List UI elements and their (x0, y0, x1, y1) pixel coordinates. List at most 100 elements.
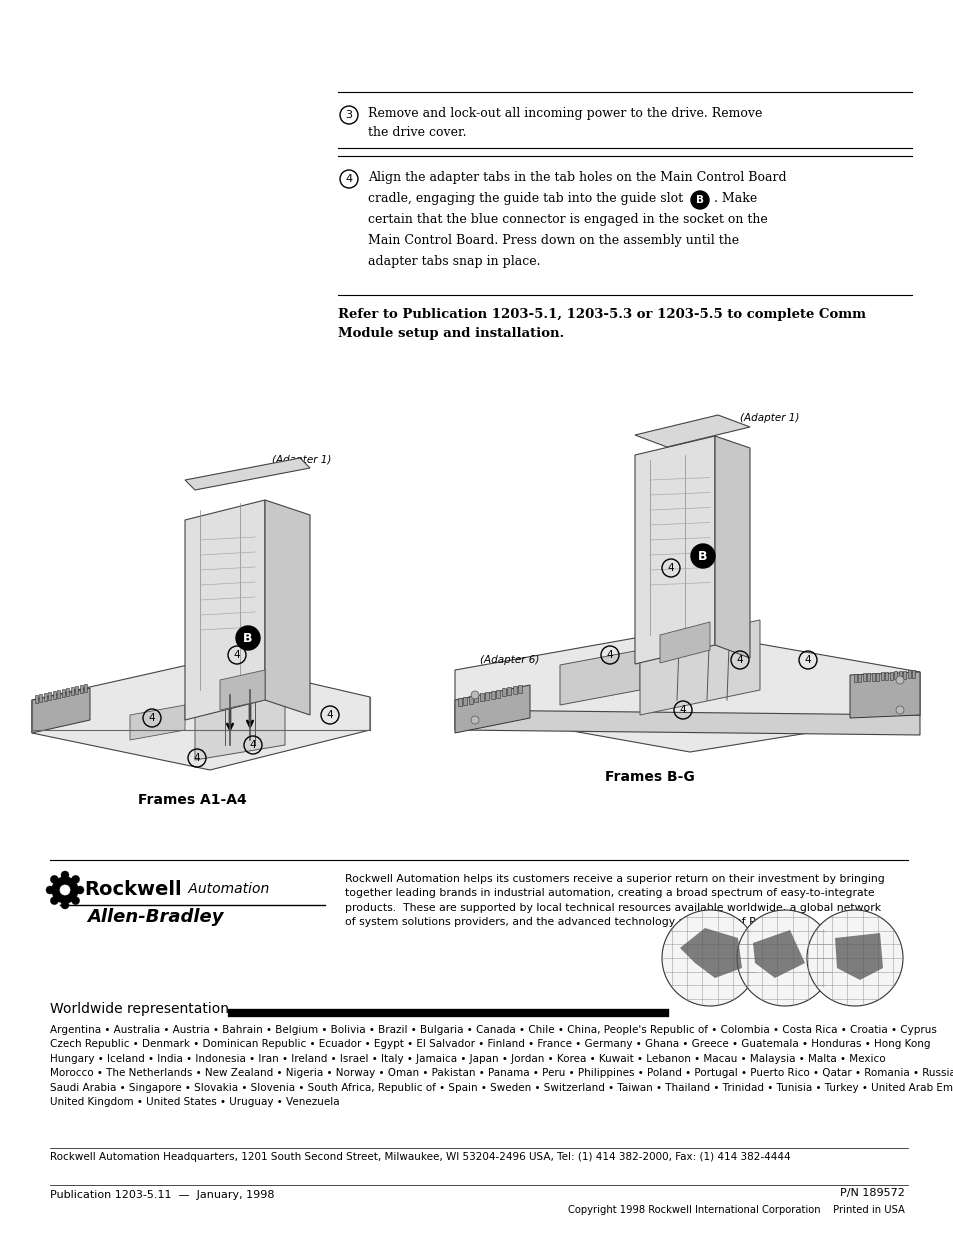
Bar (44, 693, 47, 701)
Text: Frames B-G: Frames B-G (604, 769, 694, 784)
Text: B: B (243, 631, 253, 645)
Bar (35, 695, 38, 703)
Circle shape (71, 876, 79, 883)
Bar (71, 687, 74, 695)
Text: Publication 1203-5.11  —  January, 1998: Publication 1203-5.11 — January, 1998 (50, 1191, 274, 1200)
Polygon shape (265, 500, 310, 715)
Bar (67, 688, 70, 697)
Circle shape (61, 902, 69, 909)
Text: B: B (698, 550, 707, 562)
Polygon shape (455, 710, 919, 735)
Circle shape (806, 910, 902, 1007)
Polygon shape (220, 671, 265, 710)
Circle shape (51, 897, 58, 904)
Text: B: B (696, 195, 703, 205)
Text: certain that the blue connector is engaged in the socket on the: certain that the blue connector is engag… (368, 212, 767, 226)
Circle shape (52, 877, 78, 903)
Text: 4: 4 (736, 655, 742, 664)
Bar (902, 671, 905, 679)
Polygon shape (659, 622, 709, 663)
Circle shape (471, 692, 478, 699)
Circle shape (690, 543, 714, 568)
Text: 4: 4 (803, 655, 810, 664)
Bar (507, 687, 511, 695)
Polygon shape (635, 436, 714, 664)
Circle shape (690, 191, 708, 209)
Text: 3: 3 (345, 110, 352, 120)
Bar (57, 690, 60, 698)
Text: 4: 4 (193, 753, 200, 763)
Bar (479, 693, 483, 701)
Bar (889, 672, 892, 679)
Circle shape (60, 885, 70, 895)
Bar (491, 690, 495, 699)
Text: Remove and lock-out all incoming power to the drive. Remove
the drive cover.: Remove and lock-out all incoming power t… (368, 107, 761, 140)
Polygon shape (32, 659, 370, 769)
Text: 4: 4 (149, 713, 155, 722)
Polygon shape (849, 672, 919, 718)
Text: Worldwide representation.: Worldwide representation. (50, 1002, 233, 1016)
Text: 4: 4 (679, 705, 685, 715)
Polygon shape (185, 500, 265, 720)
Circle shape (737, 910, 832, 1007)
Text: 4: 4 (345, 174, 353, 184)
Text: Frames A1-A4: Frames A1-A4 (137, 793, 246, 806)
Text: Align the adapter tabs in the tab holes on the Main Control Board: Align the adapter tabs in the tab holes … (368, 170, 786, 184)
Bar (907, 671, 910, 678)
Circle shape (51, 876, 58, 883)
Polygon shape (679, 927, 741, 978)
Polygon shape (714, 436, 749, 658)
Bar (866, 673, 869, 680)
Bar (501, 688, 505, 697)
Text: Main Control Board. Press down on the assembly until the: Main Control Board. Press down on the as… (368, 233, 739, 247)
Text: 4: 4 (606, 650, 613, 659)
Polygon shape (130, 705, 185, 740)
Bar (474, 694, 478, 703)
Text: Allen-Bradley: Allen-Bradley (87, 908, 223, 926)
Bar (469, 695, 473, 704)
Text: 4: 4 (233, 650, 240, 659)
Text: . Make: . Make (713, 191, 757, 205)
Text: 4: 4 (326, 710, 333, 720)
Polygon shape (455, 630, 919, 752)
Bar (880, 672, 883, 680)
Circle shape (661, 910, 758, 1007)
Bar (898, 671, 901, 679)
Text: 4: 4 (250, 740, 256, 750)
Bar (85, 684, 88, 692)
Bar (463, 697, 467, 705)
Polygon shape (194, 690, 285, 760)
Bar (853, 674, 856, 682)
Bar (862, 673, 865, 682)
Bar (39, 694, 43, 701)
Bar (858, 674, 861, 682)
Bar (53, 692, 56, 699)
Text: P/N 189572: P/N 189572 (840, 1188, 904, 1198)
Bar (894, 672, 897, 679)
Polygon shape (185, 458, 310, 490)
Text: 4: 4 (667, 563, 674, 573)
Bar (911, 671, 915, 678)
Text: adapter tabs snap in place.: adapter tabs snap in place. (368, 254, 540, 268)
Bar (876, 673, 879, 680)
Text: Argentina • Australia • Austria • Bahrain • Belgium • Bolivia • Brazil • Bulgari: Argentina • Australia • Austria • Bahrai… (50, 1025, 953, 1107)
Text: Rockwell Automation Headquarters, 1201 South Second Street, Milwaukee, WI 53204-: Rockwell Automation Headquarters, 1201 S… (50, 1152, 790, 1162)
Text: Automation: Automation (184, 882, 269, 897)
Polygon shape (834, 932, 882, 981)
Bar (457, 698, 461, 706)
Circle shape (46, 885, 54, 894)
Bar (75, 685, 78, 694)
Text: (Adapter 6): (Adapter 6) (479, 655, 538, 664)
Polygon shape (559, 650, 639, 705)
Bar (518, 684, 522, 693)
Circle shape (71, 897, 79, 904)
Bar (513, 685, 517, 694)
Text: (Adapter 1): (Adapter 1) (740, 412, 799, 424)
Bar (49, 692, 51, 700)
Circle shape (76, 885, 84, 894)
Polygon shape (752, 930, 804, 978)
Text: Rockwell Automation helps its customers receive a superior return on their inves: Rockwell Automation helps its customers … (345, 874, 883, 927)
Polygon shape (32, 688, 90, 734)
Text: Refer to Publication 1203-5.1, 1203-5.3 or 1203-5.5 to complete Comm
Module setu: Refer to Publication 1203-5.1, 1203-5.3 … (337, 308, 865, 340)
Text: cradle, engaging the guide tab into the guide slot: cradle, engaging the guide tab into the … (368, 191, 682, 205)
